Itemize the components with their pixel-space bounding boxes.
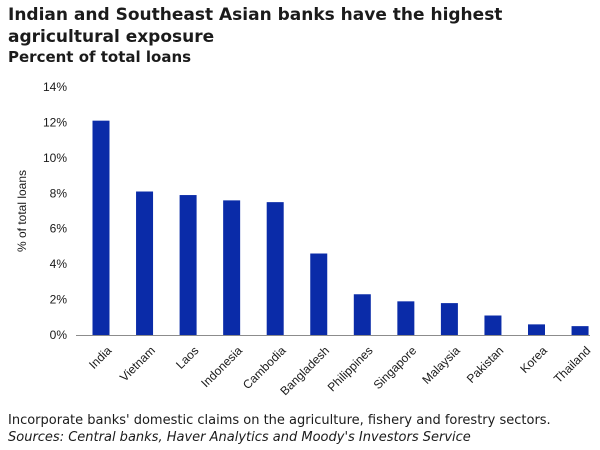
chart-source: Sources: Central banks, Haver Analytics …	[8, 430, 471, 445]
x-tick-label: Malaysia	[419, 343, 463, 387]
x-axis-ticks: India Vietnam LaosIndonesiaCambodiaBanglad…	[86, 343, 593, 398]
y-axis-title-group: % of total loans	[15, 170, 29, 252]
bar-chart: % of total loans 0% 2% 4% 6% 8% 10% 12% 14% Ind…	[15, 80, 593, 398]
bar-korea	[528, 324, 545, 335]
bar-philippines	[353, 294, 371, 335]
chart-title: Indian and Southeast Asian banks have th…	[8, 5, 503, 47]
x-tick-label: Pakistan	[464, 343, 506, 385]
chart-note: Incorporate banks' domestic claims on th…	[8, 413, 551, 428]
bar-bangladesh	[310, 253, 328, 335]
x-tick-label: Thailand	[551, 343, 593, 385]
bar-malaysia	[440, 303, 458, 335]
x-tick-label: Vietnam	[117, 343, 158, 384]
y-axis-ticks: 0% 2% 4% 6% 8% 10% 12% 14%	[43, 80, 67, 342]
x-tick-label: Singapore	[371, 343, 420, 392]
y-tick-label: 6%	[50, 222, 68, 236]
y-tick-label: 10%	[43, 151, 67, 165]
y-tick-label: 2%	[50, 293, 68, 307]
bar-singapore	[397, 301, 415, 335]
y-tick-label: 8%	[50, 186, 68, 200]
x-tick-label: Laos	[173, 343, 201, 371]
x-tick-label: Korea	[517, 343, 550, 376]
y-tick-label: 4%	[50, 257, 68, 271]
bar-vietnam	[136, 191, 154, 335]
bar-laos	[179, 195, 197, 335]
bar-india	[92, 120, 110, 335]
bar-pakistan	[484, 315, 502, 335]
chart-subtitle: Percent of total loans	[8, 48, 192, 66]
x-tick-label: India	[86, 343, 115, 372]
x-tick-label: Philippines	[325, 343, 376, 394]
y-tick-label: 12%	[43, 115, 67, 129]
bar-thailand	[571, 326, 589, 335]
bar-cambodia	[266, 202, 284, 335]
y-axis-title: % of total loans	[15, 170, 29, 252]
bars	[92, 120, 589, 335]
bar-indonesia	[223, 200, 241, 335]
y-tick-label: 0%	[50, 328, 68, 342]
x-tick-label: Indonesia	[198, 343, 245, 390]
y-tick-label: 14%	[43, 80, 67, 94]
